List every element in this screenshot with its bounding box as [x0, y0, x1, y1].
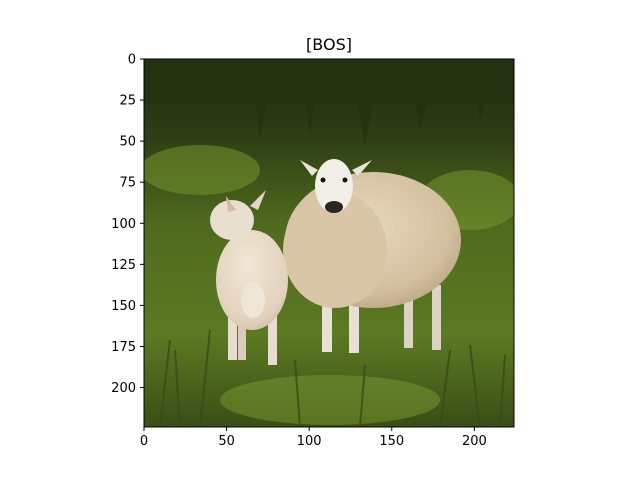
background-rushes [144, 59, 514, 145]
y-tick-label: 125 [111, 258, 136, 273]
y-tick-label: 25 [119, 94, 136, 109]
x-tick-label: 100 [297, 434, 322, 449]
y-tick-label: 75 [119, 176, 136, 191]
sheep-photo [144, 59, 514, 427]
y-tick-label: 0 [128, 53, 136, 68]
x-axis: 0 50 100 150 200 [140, 427, 487, 449]
adult-sheep [283, 159, 461, 353]
plot-title: [BOS] [306, 35, 352, 54]
x-tick-label: 50 [218, 434, 235, 449]
y-tick-label: 150 [111, 299, 136, 314]
y-axis: 0 25 50 75 100 125 150 175 200 [111, 53, 144, 396]
lamb [210, 190, 288, 365]
y-tick-label: 175 [111, 340, 136, 355]
y-tick-label: 100 [111, 217, 136, 232]
y-tick-label: 50 [119, 135, 136, 150]
x-tick-label: 0 [140, 434, 148, 449]
x-tick-label: 150 [379, 434, 404, 449]
axes-frame [143, 58, 515, 428]
grass-highlights [144, 145, 514, 425]
x-tick-label: 200 [462, 434, 487, 449]
y-tick-label: 200 [111, 381, 136, 396]
foreground-grass [159, 329, 506, 427]
